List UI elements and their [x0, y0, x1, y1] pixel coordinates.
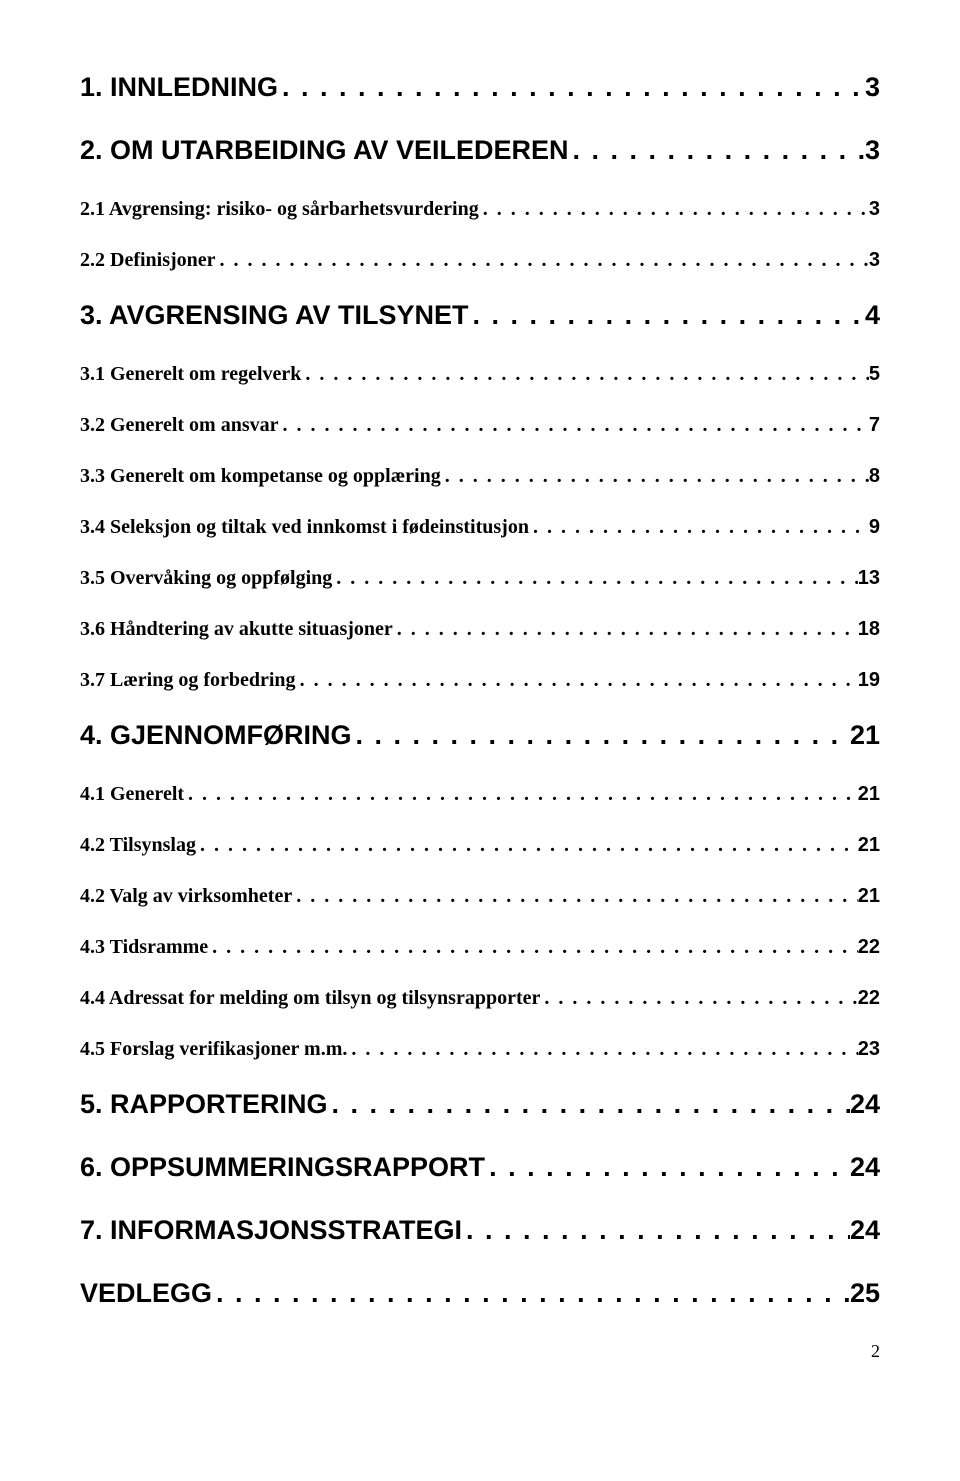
toc-page-number: 3 — [865, 72, 880, 103]
toc-page-number: 21 — [858, 783, 880, 806]
toc-leader-dots: . . . . . . . . . . . . . . . . . . . . … — [469, 300, 865, 331]
toc-leader-dots: . . . . . . . . . . . . . . . . . . . . … — [278, 72, 865, 103]
toc-leader-dots: . . . . . . . . . . . . . . . . . . . . … — [212, 1278, 850, 1309]
toc-entry: 3.1 Generelt om regelverk. . . . . . . .… — [80, 363, 880, 386]
toc-page-number: 25 — [850, 1278, 880, 1309]
toc-entry: 3.3 Generelt om kompetanse og opplæring.… — [80, 465, 880, 488]
toc-label: 3.1 Generelt om regelverk — [80, 363, 301, 386]
toc-label: 4.5 Forslag verifikasjoner m.m. — [80, 1038, 347, 1061]
toc-page-number: 3 — [869, 249, 880, 272]
toc-leader-dots: . . . . . . . . . . . . . . . . . . . . … — [184, 783, 858, 806]
toc-label: 3.7 Læring og forbedring — [80, 669, 296, 692]
toc-label: VEDLEGG — [80, 1278, 212, 1309]
toc-entry: 3.7 Læring og forbedring. . . . . . . . … — [80, 669, 880, 692]
toc-leader-dots: . . . . . . . . . . . . . . . . . . . . … — [529, 516, 869, 539]
toc-entry: 2.2 Definisjoner. . . . . . . . . . . . … — [80, 249, 880, 272]
toc-label: 4. GJENNOMFØRING — [80, 720, 352, 751]
toc-page-number: 22 — [858, 936, 880, 959]
toc-entry: 4.5 Forslag verifikasjoner m.m.. . . . .… — [80, 1038, 880, 1061]
toc-page-number: 9 — [869, 516, 880, 539]
toc-entry: 4. GJENNOMFØRING. . . . . . . . . . . . … — [80, 720, 880, 751]
toc-label: 7. INFORMASJONSSTRATEGI — [80, 1215, 462, 1246]
toc-leader-dots: . . . . . . . . . . . . . . . . . . . . … — [332, 567, 857, 590]
toc-entry: 3. AVGRENSING AV TILSYNET. . . . . . . .… — [80, 300, 880, 331]
toc-leader-dots: . . . . . . . . . . . . . . . . . . . . … — [208, 936, 858, 959]
toc-page-number: 21 — [850, 720, 880, 751]
toc-label: 4.1 Generelt — [80, 783, 184, 806]
toc-label: 1. INNLEDNING — [80, 72, 278, 103]
toc-entry: 2.1 Avgrensing: risiko- og sårbarhetsvur… — [80, 198, 880, 221]
toc-leader-dots: . . . . . . . . . . . . . . . . . . . . … — [328, 1089, 850, 1120]
toc-container: 1. INNLEDNING. . . . . . . . . . . . . .… — [80, 72, 880, 1309]
toc-entry: 3.2 Generelt om ansvar. . . . . . . . . … — [80, 414, 880, 437]
toc-entry: 4.4 Adressat for melding om tilsyn og ti… — [80, 987, 880, 1010]
toc-leader-dots: . . . . . . . . . . . . . . . . . . . . … — [441, 465, 869, 488]
toc-entry: 7. INFORMASJONSSTRATEGI. . . . . . . . .… — [80, 1215, 880, 1246]
toc-entry: VEDLEGG. . . . . . . . . . . . . . . . .… — [80, 1278, 880, 1309]
toc-page-number: 13 — [858, 567, 880, 590]
toc-leader-dots: . . . . . . . . . . . . . . . . . . . . … — [485, 1152, 850, 1183]
toc-entry: 4.1 Generelt. . . . . . . . . . . . . . … — [80, 783, 880, 806]
toc-entry: 1. INNLEDNING. . . . . . . . . . . . . .… — [80, 72, 880, 103]
toc-page-number: 23 — [858, 1038, 880, 1061]
toc-leader-dots: . . . . . . . . . . . . . . . . . . . . … — [540, 987, 857, 1010]
toc-leader-dots: . . . . . . . . . . . . . . . . . . . . … — [301, 363, 868, 386]
toc-label: 4.3 Tidsramme — [80, 936, 208, 959]
toc-page-number: 3 — [865, 135, 880, 166]
toc-label: 3.4 Seleksjon og tiltak ved innkomst i f… — [80, 516, 529, 539]
toc-label: 3.6 Håndtering av akutte situasjoner — [80, 618, 393, 641]
toc-leader-dots: . . . . . . . . . . . . . . . . . . . . … — [352, 720, 850, 751]
toc-entry: 6. OPPSUMMERINGSRAPPORT. . . . . . . . .… — [80, 1152, 880, 1183]
toc-label: 5. RAPPORTERING — [80, 1089, 328, 1120]
toc-label: 3.2 Generelt om ansvar — [80, 414, 279, 437]
toc-page-number: 24 — [850, 1152, 880, 1183]
toc-label: 2.1 Avgrensing: risiko- og sårbarhetsvur… — [80, 198, 479, 221]
toc-entry: 4.3 Tidsramme. . . . . . . . . . . . . .… — [80, 936, 880, 959]
toc-page-number: 21 — [858, 834, 880, 857]
toc-label: 6. OPPSUMMERINGSRAPPORT — [80, 1152, 485, 1183]
toc-entry: 5. RAPPORTERING. . . . . . . . . . . . .… — [80, 1089, 880, 1120]
toc-label: 4.4 Adressat for melding om tilsyn og ti… — [80, 987, 540, 1010]
toc-page-number: 7 — [869, 414, 880, 437]
toc-leader-dots: . . . . . . . . . . . . . . . . . . . . … — [279, 414, 869, 437]
toc-entry: 2. OM UTARBEIDING AV VEILEDEREN. . . . .… — [80, 135, 880, 166]
toc-page-number: 22 — [858, 987, 880, 1010]
toc-page-number: 24 — [850, 1215, 880, 1246]
toc-entry: 3.4 Seleksjon og tiltak ved innkomst i f… — [80, 516, 880, 539]
toc-page-number: 5 — [869, 363, 880, 386]
toc-leader-dots: . . . . . . . . . . . . . . . . . . . . … — [292, 885, 858, 908]
toc-page-number: 19 — [858, 669, 880, 692]
toc-label: 4.2 Tilsynslag — [80, 834, 196, 857]
toc-label: 2.2 Definisjoner — [80, 249, 216, 272]
toc-page-number: 24 — [850, 1089, 880, 1120]
toc-entry: 4.2 Tilsynslag. . . . . . . . . . . . . … — [80, 834, 880, 857]
toc-leader-dots: . . . . . . . . . . . . . . . . . . . . … — [347, 1038, 857, 1061]
toc-page-number: 3 — [869, 198, 880, 221]
toc-leader-dots: . . . . . . . . . . . . . . . . . . . . … — [393, 618, 858, 641]
toc-entry: 3.5 Overvåking og oppfølging. . . . . . … — [80, 567, 880, 590]
toc-label: 3.3 Generelt om kompetanse og opplæring — [80, 465, 441, 488]
toc-leader-dots: . . . . . . . . . . . . . . . . . . . . … — [296, 669, 858, 692]
toc-label: 4.2 Valg av virksomheter — [80, 885, 292, 908]
toc-label: 3.5 Overvåking og oppfølging — [80, 567, 332, 590]
toc-page-number: 4 — [865, 300, 880, 331]
toc-leader-dots: . . . . . . . . . . . . . . . . . . . . … — [462, 1215, 850, 1246]
toc-page-number: 18 — [858, 618, 880, 641]
toc-leader-dots: . . . . . . . . . . . . . . . . . . . . … — [479, 198, 869, 221]
toc-page-number: 21 — [858, 885, 880, 908]
toc-page-number: 8 — [869, 465, 880, 488]
toc-label: 3. AVGRENSING AV TILSYNET — [80, 300, 469, 331]
page-number: 2 — [80, 1341, 880, 1362]
toc-entry: 3.6 Håndtering av akutte situasjoner. . … — [80, 618, 880, 641]
toc-leader-dots: . . . . . . . . . . . . . . . . . . . . … — [216, 249, 869, 272]
toc-entry: 4.2 Valg av virksomheter. . . . . . . . … — [80, 885, 880, 908]
toc-leader-dots: . . . . . . . . . . . . . . . . . . . . … — [569, 135, 865, 166]
toc-leader-dots: . . . . . . . . . . . . . . . . . . . . … — [196, 834, 858, 857]
toc-label: 2. OM UTARBEIDING AV VEILEDEREN — [80, 135, 569, 166]
